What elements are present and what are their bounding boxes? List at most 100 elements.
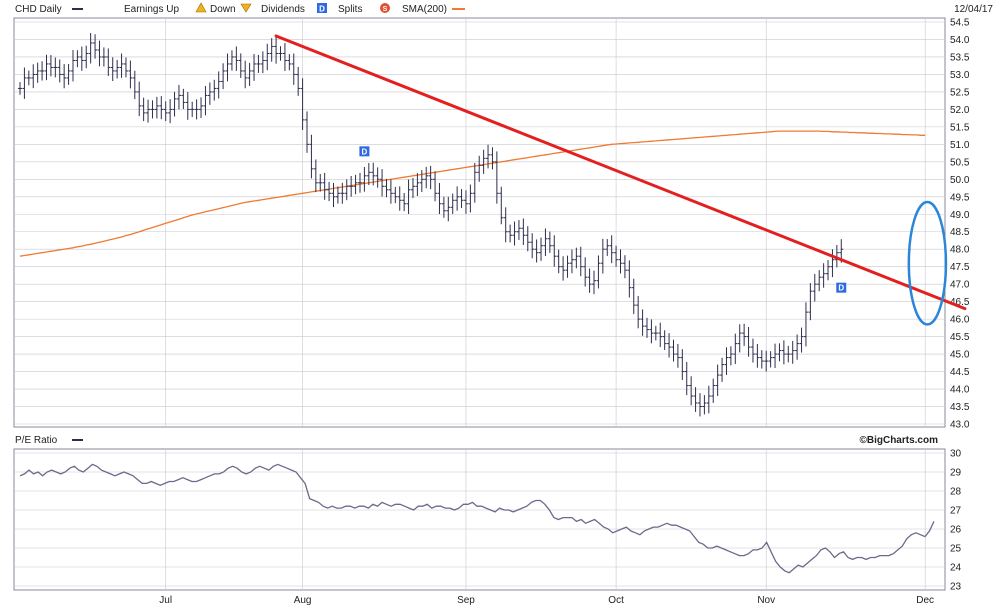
price-bar: [675, 343, 680, 368]
price-bar: [574, 247, 579, 269]
price-bar: [150, 100, 155, 119]
price-bar: [274, 36, 279, 64]
price-bar: [229, 50, 234, 71]
price-bar: [742, 323, 747, 346]
price-bar: [190, 101, 195, 118]
price-bar: [194, 99, 199, 120]
pe-panel-frame: [13, 448, 946, 591]
price-bar: [441, 196, 446, 218]
price-tick-label: 48.5: [950, 227, 970, 238]
credit-label: ©BigCharts.com: [860, 435, 939, 446]
price-bar: [31, 64, 36, 89]
price-bar: [309, 134, 314, 179]
price-bar: [375, 167, 380, 188]
annotations: DD: [274, 34, 967, 326]
price-bar: [803, 302, 808, 347]
earnings-down-icon: [240, 3, 252, 13]
date-label: 12/04/17: [954, 4, 993, 15]
price-bar: [592, 270, 597, 295]
month-label: Aug: [294, 595, 312, 606]
price-tick-label: 47.5: [950, 262, 970, 273]
price-bar: [287, 54, 292, 71]
price-bar: [578, 246, 583, 277]
price-bar: [649, 319, 654, 344]
price-bar: [777, 343, 782, 362]
price-tick-label: 44.0: [950, 385, 970, 396]
dividends-icon-glyph: D: [319, 5, 325, 14]
sma-label: SMA(200): [402, 4, 447, 15]
price-bar: [318, 174, 323, 192]
price-bar: [163, 101, 168, 121]
price-tick-label: 50.0: [950, 175, 970, 186]
price-bar: [455, 186, 460, 211]
price-tick-label: 47.0: [950, 280, 970, 291]
dividend-marker-glyph: D: [838, 284, 844, 293]
price-bar: [357, 172, 362, 193]
down-label: Down: [210, 4, 236, 15]
price-bar: [596, 255, 601, 289]
price-bar: [609, 235, 614, 264]
price-bar: [459, 189, 464, 209]
price-bar: [256, 54, 261, 73]
pe-tick-label: 29: [950, 468, 962, 479]
price-bar: [419, 170, 424, 192]
price-bar: [720, 357, 725, 382]
price-bar: [406, 179, 411, 214]
price-tick-label: 52.0: [950, 105, 970, 116]
price-tick-label: 49.0: [950, 210, 970, 221]
price-bar: [402, 192, 407, 212]
trendline: [274, 34, 967, 311]
price-bar: [366, 163, 371, 186]
price-bar: [176, 84, 181, 110]
sma-layer: [19, 130, 926, 257]
price-bar: [468, 184, 473, 213]
price-bar: [260, 51, 265, 74]
price-bar: [834, 245, 839, 268]
price-bar: [371, 162, 376, 186]
price-bar: [296, 66, 301, 96]
price-bar: [181, 88, 186, 109]
price-bar: [653, 325, 658, 341]
price-bar: [516, 220, 521, 240]
price-tick-label: 48.0: [950, 245, 970, 256]
earnings-up-icon: [195, 2, 207, 13]
price-bar: [384, 178, 389, 198]
price-bar: [508, 224, 513, 243]
price-bar: [70, 49, 75, 82]
price-bar: [697, 393, 702, 417]
price-bar: [790, 340, 795, 364]
price-bar: [715, 364, 720, 397]
price-bar: [684, 361, 689, 396]
price-bar: [817, 270, 822, 292]
price-bar: [552, 235, 557, 267]
price-bar: [795, 334, 800, 360]
price-bar: [799, 327, 804, 353]
price-bar: [110, 57, 115, 82]
price-bar: [40, 61, 45, 81]
price-bar: [689, 376, 694, 406]
pe-axis: 30 29 28 27 26 25 24 23: [950, 449, 962, 593]
price-bar: [106, 48, 111, 76]
price-bar: [207, 82, 212, 105]
price-bar: [265, 43, 270, 71]
price-tick-label: 54.0: [950, 35, 970, 46]
price-bar: [808, 283, 813, 321]
price-bar: [433, 171, 438, 202]
pe-tick-label: 27: [950, 506, 962, 517]
price-bar: [786, 345, 791, 363]
price-tick-label: 44.5: [950, 367, 970, 378]
price-tick-label: 51.0: [950, 140, 970, 151]
price-bar: [146, 99, 151, 123]
price-bar: [486, 144, 491, 169]
price-bar: [600, 238, 605, 274]
price-axis: 54.5 54.0 53.5 53.0 52.5 52.0 51.5 51.0 50.5 50.0…: [950, 18, 970, 431]
price-bar: [733, 333, 738, 365]
price-bar: [755, 343, 760, 368]
price-bar: [57, 59, 62, 83]
price-bar: [750, 338, 755, 363]
price-bar: [44, 54, 49, 81]
price-bar: [93, 34, 98, 59]
price-bar: [525, 226, 530, 252]
price-bar: [141, 97, 146, 122]
